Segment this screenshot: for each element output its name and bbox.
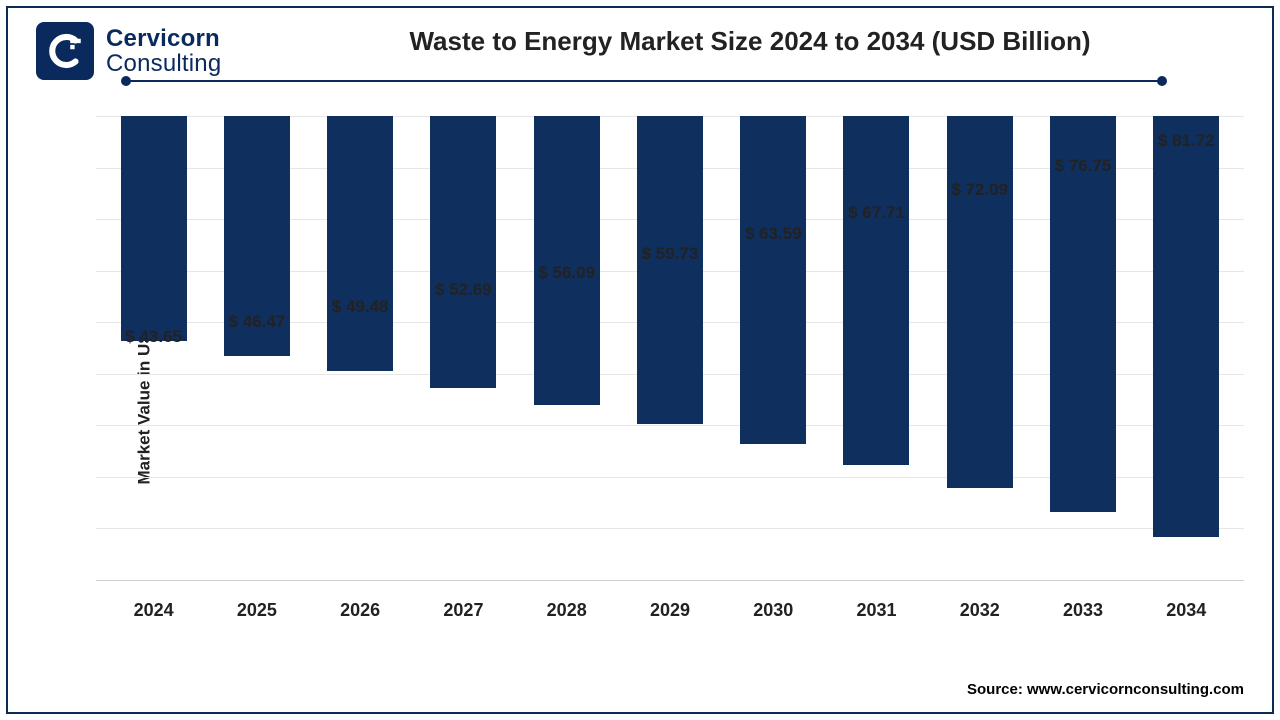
bar (327, 116, 393, 371)
bars-container: $ 43.65 $ 46.47 $ 49.48 $ 52.69 $ 56.09 $ 59.… (96, 116, 1244, 580)
bar (121, 116, 187, 341)
bar-value-label: $ 67.71 (848, 203, 905, 223)
source-attribution: Source: www.cervicornconsulting.com (967, 681, 1244, 698)
bar-value-label: $ 81.72 (1158, 131, 1215, 151)
c-mark-icon (44, 30, 86, 72)
x-axis-label: 2024 (102, 588, 205, 632)
plot-area: $ 43.65 $ 46.47 $ 49.48 $ 52.69 $ 56.09 $ 59.… (96, 116, 1244, 580)
bar-slot: $ 52.69 (412, 116, 515, 580)
bar-value-label: $ 49.48 (332, 297, 389, 317)
x-axis-label: 2033 (1031, 588, 1134, 632)
brand-logo: Cervicorn Consulting (36, 22, 221, 80)
bar-value-label: $ 63.59 (745, 224, 802, 244)
bar (1153, 116, 1219, 537)
logo-line-1: Cervicorn (106, 26, 221, 51)
x-axis-labels: 2024202520262027202820292030203120322033… (96, 588, 1244, 632)
logo-mark (36, 22, 94, 80)
bar (534, 116, 600, 405)
x-axis-label: 2027 (412, 588, 515, 632)
bar-slot: $ 59.73 (618, 116, 721, 580)
bar (947, 116, 1013, 488)
chart-card: Cervicorn Consulting Waste to Energy Mar… (6, 6, 1274, 714)
bar-slot: $ 63.59 (722, 116, 825, 580)
bar-slot: $ 72.09 (928, 116, 1031, 580)
title-rule (126, 80, 1162, 82)
grid-line (96, 580, 1244, 581)
x-axis-label: 2034 (1135, 588, 1238, 632)
bar-slot: $ 56.09 (515, 116, 618, 580)
bar-slot: $ 43.65 (102, 116, 205, 580)
bar (843, 116, 909, 465)
bar-slot: $ 81.72 (1135, 116, 1238, 580)
x-axis-label: 2028 (515, 588, 618, 632)
bar-slot: $ 76.75 (1031, 116, 1134, 580)
x-axis-label: 2025 (205, 588, 308, 632)
bar-value-label: $ 52.69 (435, 280, 492, 300)
bar-value-label: $ 56.09 (538, 263, 595, 283)
logo-text: Cervicorn Consulting (106, 26, 221, 76)
bar (637, 116, 703, 424)
logo-line-2: Consulting (106, 51, 221, 76)
chart-title: Waste to Energy Market Size 2024 to 2034… (308, 26, 1192, 57)
x-axis-label: 2032 (928, 588, 1031, 632)
bar-value-label: $ 76.75 (1055, 156, 1112, 176)
bar-value-label: $ 43.65 (125, 327, 182, 347)
bar-slot: $ 46.47 (205, 116, 308, 580)
bar-slot: $ 49.48 (309, 116, 412, 580)
x-axis-label: 2026 (309, 588, 412, 632)
bar-value-label: $ 59.73 (642, 244, 699, 264)
bar (430, 116, 496, 388)
bar (740, 116, 806, 444)
bar-slot: $ 67.71 (825, 116, 928, 580)
bar-value-label: $ 72.09 (951, 180, 1008, 200)
x-axis-label: 2031 (825, 588, 928, 632)
x-axis-label: 2029 (618, 588, 721, 632)
x-axis-label: 2030 (722, 588, 825, 632)
bar-value-label: $ 46.47 (229, 312, 286, 332)
chart-area: Market Value in USD Billion $ 43.65$ 46.… (68, 116, 1244, 632)
